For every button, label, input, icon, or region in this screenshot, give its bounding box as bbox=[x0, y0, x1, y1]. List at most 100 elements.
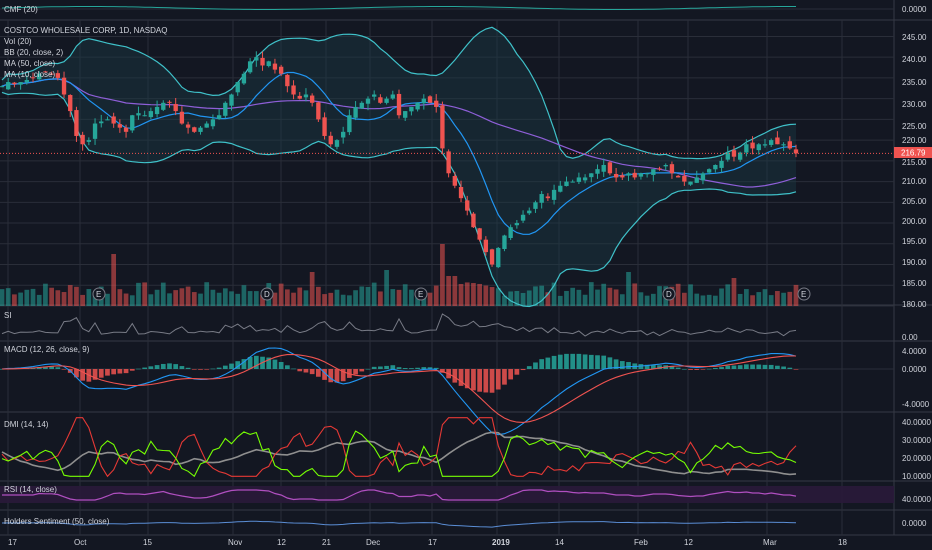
macd-histogram-bar bbox=[688, 369, 693, 370]
candle-body bbox=[111, 116, 116, 124]
candle-body bbox=[409, 106, 414, 112]
volume-bar bbox=[713, 295, 718, 306]
macd-histogram-bar bbox=[719, 367, 724, 369]
volume-bar bbox=[49, 287, 54, 306]
volume-bar bbox=[191, 292, 197, 306]
macd-histogram-bar bbox=[471, 369, 476, 391]
macd-histogram-bar bbox=[458, 369, 464, 386]
candle-body bbox=[769, 140, 774, 145]
time-tick: 21 bbox=[322, 538, 331, 547]
volume-bar bbox=[371, 282, 377, 306]
candle-body bbox=[0, 86, 5, 88]
candle-body bbox=[545, 196, 551, 199]
candle-body bbox=[589, 173, 594, 178]
candle-body bbox=[489, 249, 495, 265]
macd-histogram-bar bbox=[570, 353, 576, 369]
candle-body bbox=[465, 200, 470, 211]
volume-bar bbox=[545, 292, 551, 306]
candle-body bbox=[316, 102, 321, 120]
volume-bar bbox=[278, 283, 284, 306]
candle-body bbox=[607, 162, 613, 174]
candle-body bbox=[502, 235, 507, 250]
candle-body bbox=[272, 63, 278, 70]
candle-body bbox=[775, 137, 780, 145]
macd-histogram-bar bbox=[762, 364, 768, 369]
candle-body bbox=[241, 73, 247, 84]
volume-bar bbox=[737, 293, 743, 306]
sentiment-line bbox=[1, 520, 797, 528]
macd-histogram-bar bbox=[787, 367, 793, 369]
earnings-marker[interactable]: E bbox=[797, 287, 811, 301]
volume-bar bbox=[167, 293, 172, 306]
event-markers[interactable]: E D E D E bbox=[92, 287, 811, 301]
candle-body bbox=[626, 173, 631, 176]
volume-bar bbox=[768, 295, 774, 306]
macd-histogram-bar bbox=[756, 364, 762, 369]
candle-body bbox=[576, 177, 582, 182]
macd-histogram-bar bbox=[539, 359, 545, 369]
macd-histogram-bar bbox=[650, 364, 656, 369]
candle-body bbox=[49, 73, 54, 75]
volume-bar bbox=[526, 290, 532, 306]
volume-bar bbox=[694, 293, 700, 306]
candle-body bbox=[539, 194, 544, 203]
volume-bar bbox=[446, 276, 451, 306]
volume-bar bbox=[117, 289, 123, 306]
volume-bar bbox=[5, 288, 11, 306]
macd-histogram-bar bbox=[278, 361, 284, 369]
volume-bar bbox=[464, 282, 470, 306]
dmi-tick: 30.0000 bbox=[902, 436, 931, 445]
macd-tick: -4.0000 bbox=[902, 400, 930, 409]
candle-body bbox=[117, 124, 123, 128]
candle-body bbox=[359, 102, 364, 109]
macd-histogram-bar bbox=[309, 369, 315, 375]
candle-body bbox=[142, 115, 147, 117]
time-axis[interactable]: 17 Oct 15 Nov 12 21 Dec 17 2019 14 Feb 1… bbox=[8, 538, 847, 547]
macd-histogram-bar bbox=[316, 369, 321, 377]
price-axis[interactable]: 0.0000 245.00 240.00 235.00 230.00 225.0… bbox=[902, 5, 931, 528]
candle-body bbox=[446, 151, 451, 174]
candle-body bbox=[365, 98, 371, 104]
volume-bar bbox=[793, 284, 799, 306]
volume-bar bbox=[539, 285, 545, 306]
macd-histogram-bar bbox=[105, 369, 110, 376]
candle-body bbox=[719, 160, 724, 168]
candle-body bbox=[86, 140, 92, 142]
macd-histogram-bar bbox=[694, 369, 700, 370]
candle-body bbox=[61, 77, 67, 95]
macd-histogram-bar bbox=[495, 369, 501, 390]
macd-histogram-bar bbox=[669, 366, 675, 369]
volume-bar bbox=[638, 292, 644, 306]
volume-bar bbox=[216, 292, 222, 306]
macd-histogram-bar bbox=[415, 367, 420, 369]
earnings-marker[interactable]: E bbox=[414, 287, 428, 301]
earnings-marker[interactable]: E bbox=[92, 287, 106, 301]
volume-bar bbox=[520, 292, 526, 306]
candle-body bbox=[173, 104, 178, 112]
indicator-ma50: MA (50, close) bbox=[4, 59, 55, 68]
candle-body bbox=[750, 142, 755, 149]
dmi-tick: 20.0000 bbox=[902, 454, 931, 463]
dividend-marker[interactable]: D bbox=[662, 287, 676, 301]
candle-body bbox=[278, 66, 284, 74]
candle-body bbox=[731, 150, 737, 157]
macd-histogram-bar bbox=[378, 366, 383, 369]
macd-signal-line bbox=[1, 353, 797, 423]
candle-body bbox=[260, 57, 265, 66]
macd-title: MACD (12, 26, close, 9) bbox=[4, 345, 90, 354]
macd-histogram-bar bbox=[725, 365, 731, 369]
macd-histogram-bar bbox=[607, 357, 613, 369]
candle-body bbox=[99, 121, 104, 124]
volume-bar bbox=[533, 286, 538, 306]
candle-body bbox=[700, 173, 706, 181]
bollinger-lower bbox=[1, 91, 797, 308]
volume-bar bbox=[24, 289, 30, 306]
dividend-marker[interactable]: D bbox=[260, 287, 274, 301]
candle-body bbox=[725, 152, 730, 160]
volume-bar bbox=[204, 282, 210, 306]
volume-bar bbox=[80, 294, 85, 306]
candle-body bbox=[638, 173, 644, 177]
volume-bar bbox=[309, 272, 315, 306]
